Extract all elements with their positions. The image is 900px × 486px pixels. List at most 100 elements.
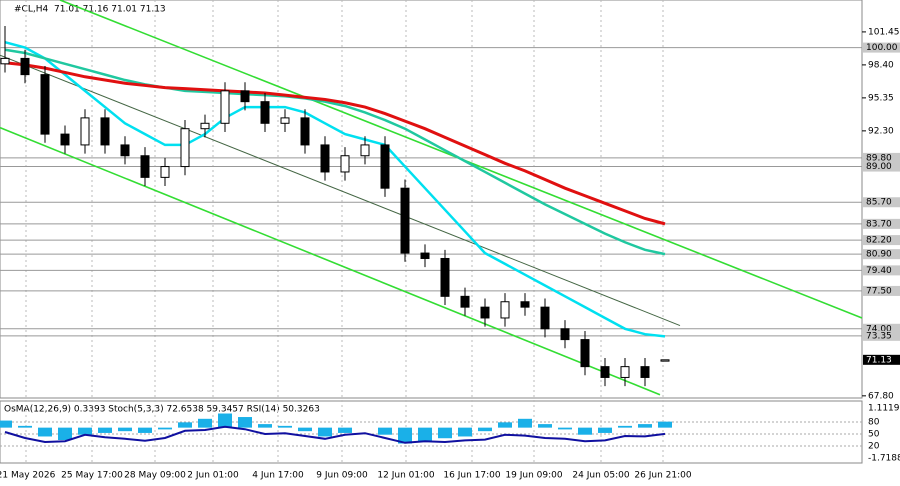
candle-body: [20, 57, 30, 76]
osma-bar: [58, 427, 72, 441]
level-label: 83.70: [866, 219, 892, 229]
candle-body: [300, 117, 310, 146]
level-label: 80.90: [866, 250, 892, 260]
x-tick-label: 16 Jun 17:00: [443, 471, 500, 481]
rsi-line: [4, 425, 666, 444]
osma-bar: [598, 427, 612, 433]
candle-body: [660, 359, 670, 362]
osma-bar: [158, 427, 172, 430]
osma-bar: [318, 427, 332, 437]
chart-title: #CL,H4: [14, 5, 48, 15]
osma-bar: [18, 425, 32, 428]
candle-body: [100, 117, 110, 146]
osma-bar: [278, 425, 292, 428]
y-tick-label: 92.30: [868, 126, 894, 136]
osma-bar: [518, 418, 532, 428]
last-price-label: 71.13: [866, 355, 892, 365]
osma-bar: [138, 427, 152, 433]
level-label: 77.50: [866, 286, 892, 296]
x-tick-label: 28 May 09:00: [124, 471, 186, 481]
osma-bar: [658, 421, 672, 428]
osma-bar: [178, 422, 192, 428]
indicator-tick-label: 1.1119: [868, 404, 900, 414]
level-label-bg: [863, 152, 900, 163]
candle-body: [200, 122, 210, 130]
y-tick-label: 98.40: [868, 60, 894, 70]
candle-body: [340, 155, 350, 173]
candle-body: [140, 155, 150, 178]
level-label: 73.35: [866, 331, 892, 341]
x-tick-label: 2 Jun 01:00: [187, 471, 239, 481]
trend-line: [0, 54, 681, 327]
osma-bar: [258, 424, 272, 428]
candle-body: [580, 339, 590, 368]
level-label: 82.20: [866, 236, 892, 246]
x-tick-label: 25 May 17:00: [61, 471, 123, 481]
osma-bar: [238, 417, 252, 428]
indicator-level-label: 20: [868, 442, 880, 452]
osma-bar: [578, 427, 592, 435]
level-label-bg: [863, 42, 900, 53]
level-label: 100.00: [866, 43, 898, 53]
osma-bar: [298, 427, 312, 432]
indicator-level-label: 50: [868, 430, 880, 440]
osma-bar: [0, 420, 12, 428]
candle-body: [400, 187, 410, 254]
x-tick-label: 4 Jun 17:00: [252, 471, 304, 481]
osma-bar: [118, 427, 132, 432]
candle-body: [560, 328, 570, 341]
candle-body: [160, 166, 170, 178]
candle-body: [620, 366, 630, 378]
y-tick-label: 95.35: [868, 93, 894, 103]
level-label-bg: [863, 218, 900, 229]
candle-body: [440, 257, 450, 297]
osma-bar: [38, 427, 52, 437]
level-label-bg: [863, 161, 900, 172]
level-label: 85.70: [866, 198, 892, 208]
candle-body: [80, 117, 90, 146]
osma-bar: [78, 427, 92, 435]
candle-body: [240, 90, 250, 103]
osma-bar: [498, 422, 512, 428]
candle-body: [380, 144, 390, 189]
candle-body: [600, 366, 610, 378]
osma-bar: [458, 427, 472, 437]
osma-bar: [478, 427, 492, 432]
osma-bar: [98, 427, 112, 433]
moving-average: [4, 48, 666, 256]
moving-average: [4, 40, 666, 338]
osma-bar: [618, 425, 632, 428]
indicator-level-label: 80: [868, 418, 880, 428]
candle-body: [180, 128, 190, 168]
osma-bar: [398, 427, 412, 444]
osma-bar: [418, 427, 432, 442]
x-tick-label: 9 Jun 09:00: [316, 471, 368, 481]
y-tick-label: 101.45: [868, 27, 900, 37]
level-label: 89.80: [866, 153, 892, 163]
level-label-bg: [863, 235, 900, 246]
candle-body: [280, 117, 290, 124]
indicator-title: OsMA(12,26,9) 0.3393 Stoch(5,3,3) 72.653…: [4, 405, 320, 415]
osma-bar: [438, 427, 452, 439]
candle-body: [120, 144, 130, 157]
x-tick-label: 12 Jun 01:00: [377, 471, 434, 481]
header-quote: 71.01 71.16 71.01 71.13: [54, 5, 166, 15]
osma-bar: [218, 413, 232, 428]
osma-bar: [198, 418, 212, 428]
osma-bar: [638, 424, 652, 428]
level-label-bg: [863, 330, 900, 341]
osma-bar: [538, 424, 552, 428]
candle-body: [420, 252, 430, 259]
level-label: 74.00: [866, 324, 892, 334]
x-tick-label: 24 Jun 05:00: [572, 471, 629, 481]
candle-body: [0, 57, 10, 65]
level-label: 79.40: [866, 266, 892, 276]
candle-body: [60, 133, 70, 146]
candle-body: [540, 306, 550, 330]
level-label-bg: [863, 323, 900, 334]
candle-body: [460, 295, 470, 308]
level-label-bg: [863, 249, 900, 260]
candle-body: [520, 301, 530, 308]
y-tick-label: 67.80: [868, 391, 894, 401]
